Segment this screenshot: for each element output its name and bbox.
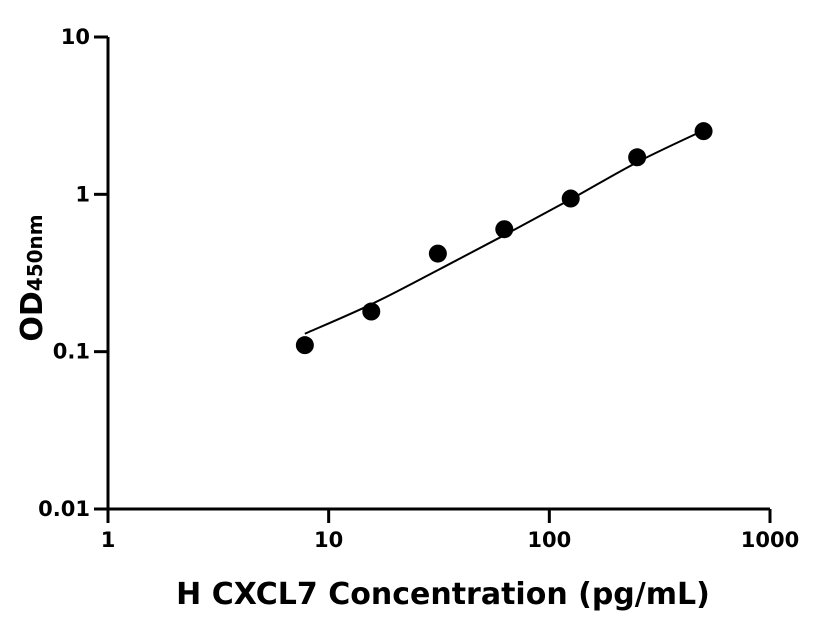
data-point: [694, 122, 713, 141]
axes: 0.01 0.1 1 10 1 10 100 1000: [38, 25, 799, 552]
y-axis-title-main: OD: [15, 291, 50, 341]
y-tick-label: 0.01: [38, 497, 90, 521]
data-point: [295, 336, 314, 355]
y-axis-title-subscript: 450nm: [23, 214, 47, 291]
y-tick-label: 1: [75, 182, 90, 206]
data-point: [362, 302, 381, 321]
x-tick-label: 100: [527, 528, 571, 552]
y-tick-label: 0.1: [53, 340, 90, 364]
x-tick-label: 1000: [741, 528, 799, 552]
x-tick-label: 10: [314, 528, 343, 552]
x-tick-label: 1: [101, 528, 116, 552]
y-tick-label: 10: [61, 25, 90, 49]
data-point: [428, 244, 447, 263]
data-point: [628, 148, 647, 167]
data-point: [561, 189, 580, 208]
x-axis-title: H CXCL7 Concentration (pg/mL): [176, 577, 710, 612]
data-points: [295, 122, 713, 355]
data-point: [495, 220, 514, 239]
y-axis-title: OD450nm: [15, 214, 50, 341]
